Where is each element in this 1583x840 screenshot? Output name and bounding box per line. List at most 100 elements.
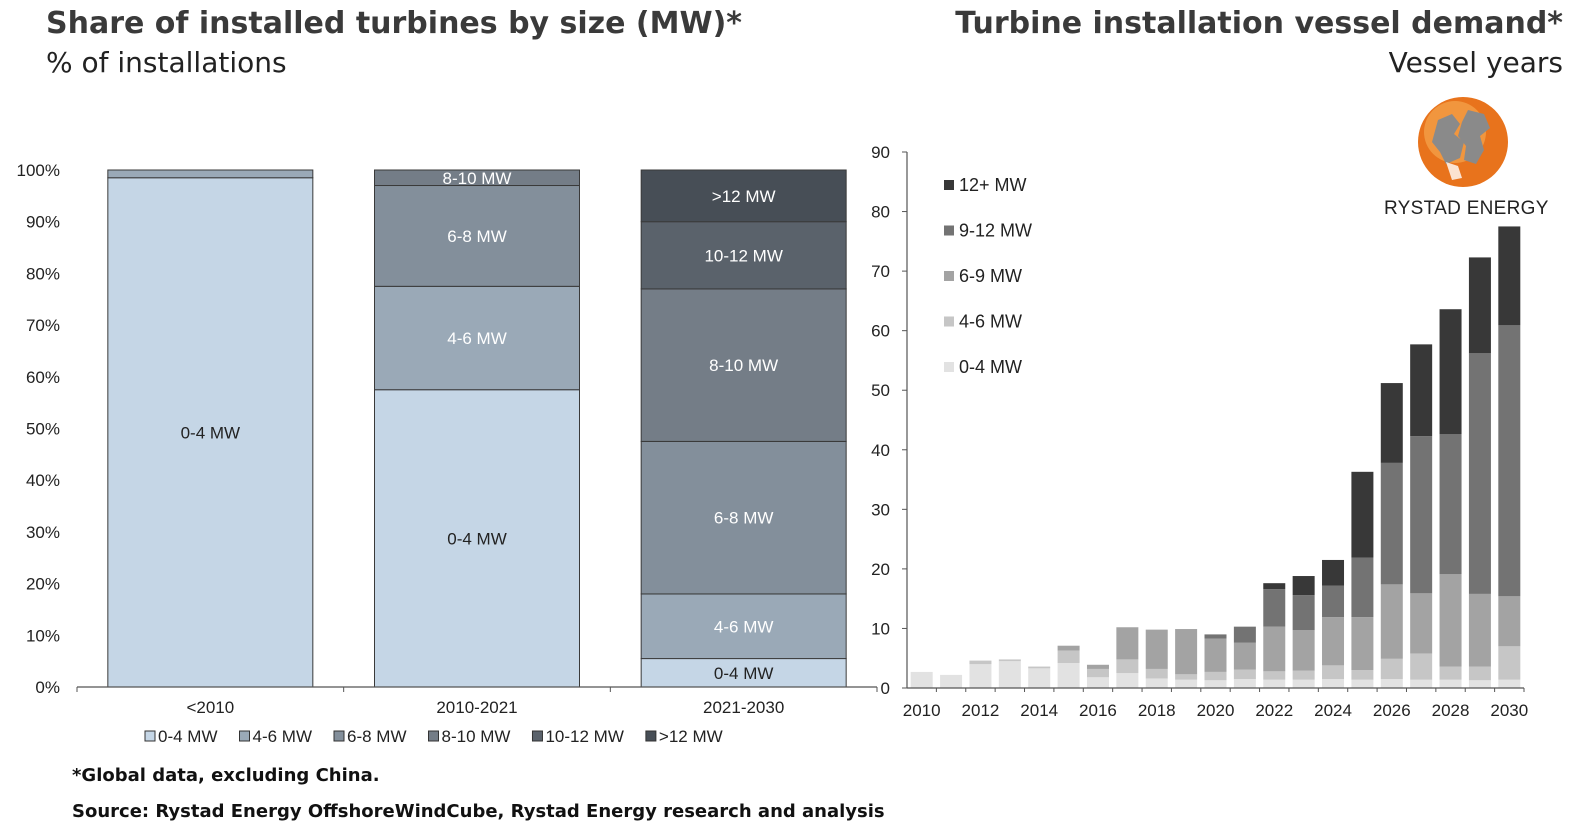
x-tick-label: 2010 (903, 701, 941, 720)
y-tick-label: 90% (26, 213, 60, 232)
bar-segment-2025-0-4-mw (1351, 679, 1374, 688)
logo-continent-right (1458, 110, 1490, 164)
legend-swatch-4-6-mw (239, 730, 250, 742)
bar-segment-2027-9-12-mw (1410, 436, 1433, 594)
left-chart-subtitle: % of installations (46, 46, 287, 79)
legend-swatch-12-mw (944, 180, 954, 190)
footnote-source: Source: Rystad Energy OffshoreWindCube, … (72, 801, 885, 822)
legend-label-4-6-mw: 4-6 MW (253, 727, 313, 746)
legend-swatch-10-12-mw (531, 730, 543, 742)
rystad-energy-logo-icon (1418, 97, 1508, 187)
data-label: 4-6 MW (447, 329, 507, 348)
bar-segment-2023-12-mw (1292, 576, 1315, 596)
y-tick-label: 60% (26, 368, 60, 387)
bar-segment-2012-4-6-mw (969, 660, 992, 665)
bar-segment-2016-4-6-mw (1086, 668, 1109, 678)
left-stacked-bar-chart: 0% 10% 20% 30% 40% 50% 60% 70% 80% 90% 100% 0-4 MW <… (17, 161, 878, 746)
rystad-energy-logo-text: RYSTAD ENERGY (1384, 198, 1549, 219)
bar-segment-2027-0-4-mw (1410, 679, 1433, 688)
y-tick-label: 0% (35, 678, 60, 697)
x-tick-label: 2010-2021 (436, 698, 517, 717)
y-tick-label: 30% (26, 523, 60, 542)
x-tick-label: <2010 (186, 698, 234, 717)
legend-label-0-4-mw: 0-4 MW (959, 357, 1022, 377)
logo-continent-white (1446, 162, 1462, 180)
right-chart-subtitle: Vessel years (1388, 46, 1563, 79)
bar-segment-2013-0-4-mw (998, 661, 1021, 688)
bar-segment-2021-0-4-mw (1233, 679, 1256, 688)
bar-segment-2021-4-6-mw (1233, 669, 1256, 680)
legend-label-12-mw: 12+ MW (959, 175, 1027, 195)
y-tick-label: 10% (26, 626, 60, 645)
bar-segment-2024-12-mw (1322, 559, 1345, 586)
legend-label-10-12-mw: 10-12 MW (545, 727, 623, 746)
bar-segment-2021-2030-4-6-mw (640, 593, 847, 660)
x-tick-label: 2016 (1079, 701, 1117, 720)
y-tick-label: 80 (871, 203, 890, 222)
bar-segment-2029-9-12-mw (1468, 353, 1491, 594)
bar-segment-2023-9-12-mw (1292, 595, 1315, 631)
data-label: 6-8 MW (447, 227, 507, 246)
bar-segment-2015-4-6-mw (1057, 650, 1080, 663)
data-label: 8-10 MW (709, 356, 778, 375)
bar-segment-2010-4-6-mw (107, 169, 314, 179)
bar-segment-2019-6-9-mw (1175, 629, 1198, 675)
bar-segment-2010-0-4-mw (910, 671, 933, 688)
bar-segment-2022-4-6-mw (1263, 671, 1286, 680)
bar-segment-2030-9-12-mw (1498, 325, 1521, 597)
bar-segment-2028-6-9-mw (1439, 574, 1462, 667)
bar-segment-2026-9-12-mw (1380, 462, 1403, 585)
bar-segment-2027-6-9-mw (1410, 593, 1433, 654)
data-label: 6-8 MW (714, 509, 774, 528)
bar-segment-2027-4-6-mw (1410, 653, 1433, 680)
bar-segment-2022-9-12-mw (1263, 589, 1286, 627)
bar-segment-2010-2021-8-10-mw (374, 169, 580, 187)
bar-segment-2021-6-9-mw (1233, 642, 1256, 670)
bar-segment-2015-0-4-mw (1057, 662, 1080, 688)
legend-swatch-6-8-mw (333, 730, 345, 742)
bar-segment-2012-0-4-mw (969, 664, 992, 688)
right-chart-title: Turbine installation vessel demand* (955, 6, 1563, 41)
bar-segment-2029-12-mw (1468, 257, 1491, 354)
y-tick-label: 40% (26, 471, 60, 490)
bar-segment-2013-4-6-mw (998, 659, 1021, 662)
bar-segment-2027-12-mw (1410, 344, 1433, 437)
bar-segment-2019-0-4-mw (1175, 679, 1198, 688)
data-label: 4-6 MW (714, 617, 774, 636)
bar-segment-2020-9-12-mw (1204, 634, 1227, 639)
bar-segment-2029-0-4-mw (1468, 680, 1491, 688)
y-tick-label: 70% (26, 316, 60, 335)
bar-segment-2022-12-mw (1263, 583, 1286, 590)
x-tick-label: 2021-2030 (703, 698, 784, 717)
y-tick-label: 50 (871, 381, 890, 400)
legend-label-9-12-mw: 9-12 MW (959, 221, 1032, 241)
bar-segment-2030-4-6-mw (1498, 646, 1521, 680)
data-label: >12 MW (712, 187, 776, 206)
bar-segment-2021-9-12-mw (1233, 626, 1256, 643)
bar-segment-2017-0-4-mw (1116, 673, 1139, 688)
data-label: 0-4 MW (447, 529, 507, 548)
y-tick-label: 30 (871, 500, 890, 519)
bar-segment-2018-0-4-mw (1145, 678, 1168, 688)
legend-swatch-6-9-mw (944, 271, 954, 281)
y-tick-label: 90 (871, 143, 890, 162)
x-tick-label: 2022 (1255, 701, 1293, 720)
bar-segment-2016-6-9-mw (1086, 664, 1109, 669)
bar-segment-2024-6-9-mw (1322, 617, 1345, 666)
y-tick-label: 100% (17, 161, 60, 180)
legend-label-8-10-mw: 8-10 MW (442, 727, 511, 746)
bar-segment-2028-9-12-mw (1439, 434, 1462, 575)
bar-segment-2014-4-6-mw (1028, 666, 1051, 669)
bar-segment-2023-6-9-mw (1292, 630, 1315, 671)
x-tick-label: 2020 (1197, 701, 1235, 720)
legend-swatch-9-12-mw (944, 225, 954, 236)
bar-segment-2030-0-4-mw (1498, 679, 1521, 688)
legend-label-12-mw: >12 MW (659, 727, 723, 746)
data-label: 10-12 MW (704, 246, 782, 265)
bar-segment-2015-6-9-mw (1057, 645, 1080, 651)
bar-segment-2020-4-6-mw (1204, 671, 1227, 681)
data-label: 8-10 MW (443, 169, 512, 188)
bar-segment-2026-6-9-mw (1380, 584, 1403, 659)
bar-segment-2022-0-4-mw (1263, 679, 1286, 688)
bar-segment-2021-2030-12-mw (640, 169, 847, 223)
